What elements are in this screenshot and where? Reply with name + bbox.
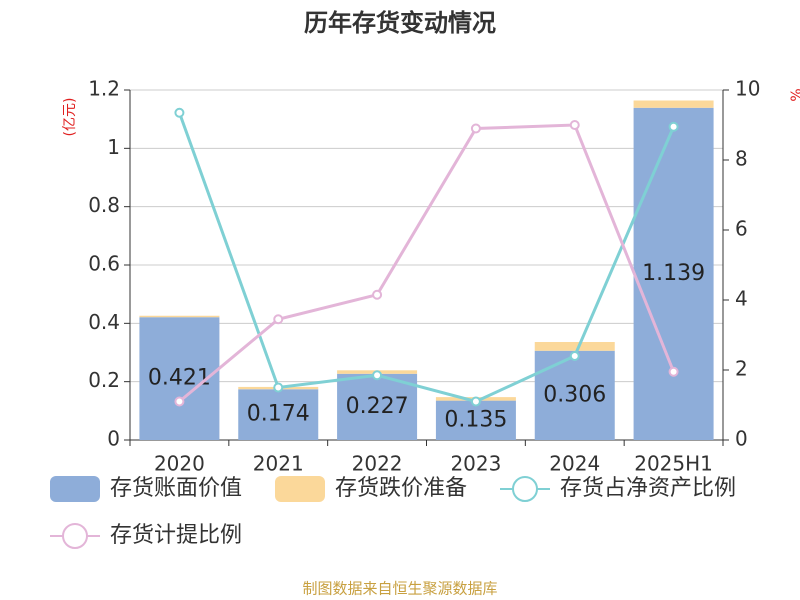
bar-value-label: 0.135	[444, 407, 507, 432]
bar	[534, 350, 615, 440]
x-tick-label: 2024	[549, 452, 600, 476]
legend-label: 存货账面价值	[110, 476, 242, 501]
y2-tick-label: 0	[735, 427, 748, 451]
y2-tick-label: 4	[735, 287, 748, 311]
chart-title: 历年存货变动情况	[304, 9, 496, 37]
bar	[337, 373, 418, 440]
bar	[435, 400, 516, 440]
y-tick-label: 0.2	[88, 368, 120, 392]
y-tick-label: 1	[107, 135, 120, 159]
line-point	[273, 382, 284, 393]
line-point	[372, 370, 383, 381]
y-tick-label: 0.6	[88, 252, 120, 276]
y2-tick-label: 8	[735, 147, 748, 171]
line-point	[668, 366, 679, 377]
y-axis-label: (亿元)	[62, 98, 78, 137]
line-point	[174, 107, 185, 118]
bar-value-label: 0.306	[543, 382, 606, 407]
bar	[139, 315, 220, 318]
y-tick-label: 0	[107, 427, 120, 451]
legend-label: 存货计提比例	[110, 523, 242, 548]
line-point	[569, 351, 580, 361]
x-tick-label: 2020	[154, 452, 205, 476]
line-point	[470, 123, 481, 134]
bar-value-label: 0.174	[247, 402, 310, 427]
bar	[633, 100, 714, 108]
y2-tick-label: 2	[735, 357, 748, 381]
footer: 制图数据来自恒生聚源数据库	[302, 580, 497, 598]
bar-value-label: 0.421	[148, 366, 211, 391]
bar-value-label: 1.139	[642, 261, 705, 286]
x-tick-label: 2021	[253, 452, 304, 476]
x-tick-label: 2025H1	[634, 452, 713, 476]
x-tick-label: 2023	[450, 452, 501, 476]
legend-swatch	[512, 476, 538, 502]
y2-tick-label: 10	[735, 77, 760, 101]
line-point	[668, 121, 679, 132]
legend-swatch	[275, 476, 325, 502]
bar	[534, 342, 615, 351]
y-tick-label: 0.8	[88, 193, 120, 217]
line-point	[569, 120, 580, 130]
y-tick-label: 1.2	[88, 77, 120, 101]
legend-label: 存货占净资产比例	[560, 476, 736, 501]
legend-swatch	[50, 476, 100, 502]
line	[178, 112, 675, 404]
y-tick-label: 0.4	[88, 310, 120, 334]
line-point	[372, 289, 383, 300]
y2-axis-label: %	[789, 88, 800, 101]
line-point	[174, 396, 185, 407]
bar	[633, 107, 714, 441]
line-point	[273, 314, 284, 325]
line-point	[470, 396, 481, 407]
x-tick-label: 2022	[352, 452, 403, 476]
bar-value-label: 0.227	[346, 394, 409, 419]
legend-label: 存货跌价准备	[335, 476, 467, 501]
bar	[238, 389, 319, 440]
y2-tick-label: 6	[735, 217, 748, 241]
line	[178, 123, 675, 403]
legend-swatch	[62, 523, 88, 549]
